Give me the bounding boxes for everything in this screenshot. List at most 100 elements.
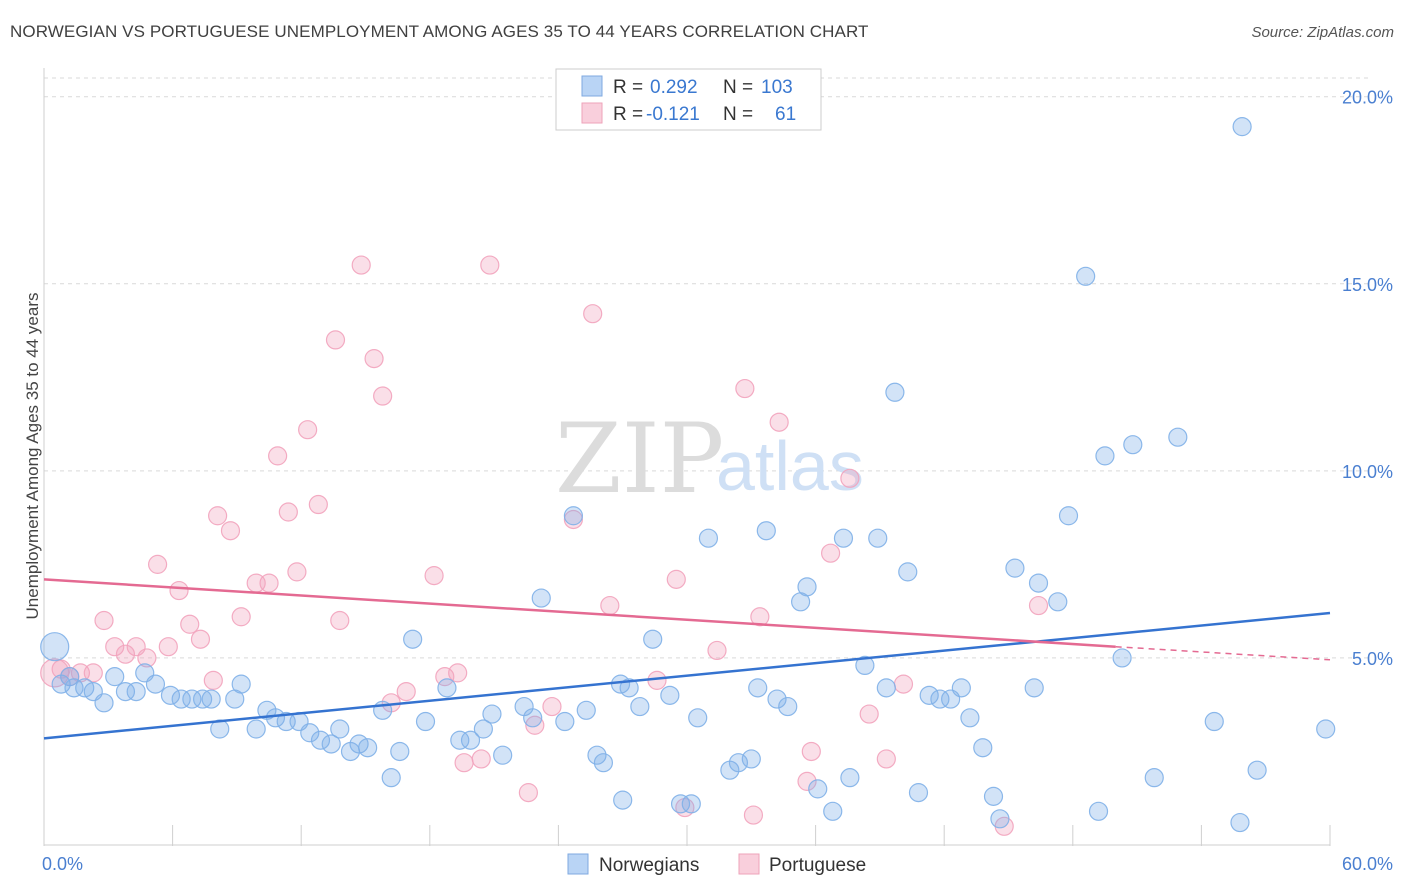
norwegian-point-3 — [64, 678, 84, 698]
norwegian-point-48 — [576, 700, 596, 720]
portuguese-point-25 — [308, 494, 328, 515]
norwegian-point-26 — [310, 730, 331, 750]
norwegian-point-35 — [403, 629, 423, 649]
norwegian-point-85 — [973, 738, 993, 758]
watermark-atlas: atlas — [716, 427, 864, 505]
norwegian-point-81 — [930, 689, 950, 709]
portuguese-point-21 — [268, 446, 288, 466]
norwegian-point-91 — [1048, 592, 1068, 612]
portuguese-point-16 — [208, 506, 228, 526]
norwegian-point-55 — [643, 629, 663, 649]
norwegian-point-103 — [1247, 760, 1267, 780]
portuguese-point-28 — [351, 255, 371, 275]
portuguese-point-51 — [750, 607, 770, 627]
portuguese-point-58 — [876, 749, 896, 769]
portuguese-point-38 — [480, 255, 500, 275]
portuguese-point-50 — [743, 805, 764, 825]
portuguese-point-39 — [518, 783, 538, 803]
portuguese-point-7 — [115, 644, 136, 664]
norwegian-point-83 — [951, 678, 971, 698]
y-tick-labels: 5.0% 10.0% 15.0% 20.0% — [1342, 88, 1393, 669]
portuguese-point-44 — [600, 595, 620, 616]
norwegian-point-88 — [1005, 558, 1025, 578]
norwegian-point-31 — [358, 738, 378, 758]
portuguese-point-26 — [325, 330, 346, 350]
norwegian-point-80 — [919, 685, 939, 705]
norwegian-point-96 — [1112, 648, 1132, 668]
stats-r-label-2: R = — [613, 104, 643, 125]
portuguese-point-22 — [278, 502, 298, 522]
legend-swatch-norwegians — [567, 853, 589, 875]
portuguese-point-20 — [259, 573, 279, 593]
norwegian-point-2 — [60, 667, 80, 687]
norwegian-point-102 — [1232, 117, 1252, 137]
norwegian-point-64 — [748, 678, 768, 698]
chart-title: NORWEGIAN VS PORTUGUESE UNEMPLOYMENT AMO… — [10, 22, 869, 41]
norwegian-point-71 — [823, 801, 843, 821]
portuguese-point-27 — [330, 610, 350, 631]
x-tick-label-1: 60.0% — [1342, 854, 1393, 874]
norwegian-point-19 — [231, 674, 251, 694]
norwegian-point-16 — [201, 689, 221, 709]
portuguese-point-55 — [821, 543, 841, 563]
norwegian-point-66 — [767, 689, 787, 709]
portuguese-point-6 — [105, 637, 125, 657]
norwegian-point-49 — [587, 745, 607, 765]
norwegian-point-99 — [1168, 427, 1188, 447]
x-tick-label-0: 0.0% — [42, 854, 83, 874]
portuguese-point-18 — [231, 607, 251, 627]
norwegian-point-84 — [960, 708, 980, 728]
norwegian-point-20 — [246, 719, 266, 739]
trend-lines — [43, 578, 1331, 740]
portuguese-trend-line — [43, 578, 1116, 648]
norwegian-point-58 — [681, 794, 701, 814]
x-tick-labels: 0.0% 60.0% — [42, 854, 1393, 874]
norwegian-point-94 — [1088, 801, 1109, 821]
norwegian-point-63 — [741, 749, 761, 769]
norwegian-point-90 — [1028, 573, 1049, 593]
portuguese-point-15 — [203, 670, 223, 690]
portuguese-point-41 — [542, 696, 562, 717]
portuguese-point-59 — [893, 674, 914, 694]
portuguese-point-14 — [190, 629, 211, 649]
grid-lines — [44, 77, 1370, 659]
portuguese-point-9 — [137, 648, 157, 668]
norwegian-point-101 — [1230, 812, 1250, 833]
norwegian-point-9 — [126, 681, 146, 702]
legend-label-norwegians: Norwegians — [599, 855, 699, 876]
portuguese-point-11 — [158, 637, 178, 657]
norwegian-point-50 — [593, 753, 614, 773]
portuguese-point-12 — [169, 580, 189, 601]
norwegian-point-78 — [898, 562, 918, 582]
portuguese-point-30 — [373, 386, 393, 406]
norwegian-point-41 — [482, 704, 502, 724]
portuguese-point-57 — [859, 704, 879, 724]
norwegian-point-60 — [698, 528, 719, 548]
norwegian-point-93 — [1076, 266, 1096, 286]
legend-swatch-portuguese — [738, 853, 760, 875]
norwegian-point-75 — [868, 528, 888, 548]
portuguese-point-10 — [147, 554, 168, 574]
norwegian-point-11 — [145, 674, 166, 694]
norwegian-point-59 — [688, 708, 708, 728]
norwegian-point-7 — [105, 667, 125, 687]
y-tick-label-1: 10.0% — [1342, 462, 1393, 482]
portuguese-point-29 — [364, 349, 384, 369]
norwegian-point-0 — [40, 632, 70, 662]
norwegian-point-8 — [115, 681, 136, 702]
y-tick-label-3: 20.0% — [1342, 88, 1393, 108]
portuguese-trend-extension — [1115, 645, 1331, 661]
norwegian-point-77 — [885, 382, 905, 402]
norwegian-point-39 — [460, 730, 481, 750]
norwegian-point-67 — [778, 696, 798, 717]
norwegian-point-54 — [630, 696, 650, 717]
norwegian-point-65 — [756, 521, 776, 541]
norwegian-point-73 — [840, 768, 860, 788]
norwegian-point-87 — [990, 809, 1010, 829]
legend-label-portuguese: Portuguese — [769, 855, 866, 876]
norwegian-point-28 — [330, 719, 350, 739]
portuguese-point-48 — [707, 640, 727, 661]
portuguese-point-46 — [666, 569, 686, 589]
portuguese-point-35 — [448, 663, 468, 683]
